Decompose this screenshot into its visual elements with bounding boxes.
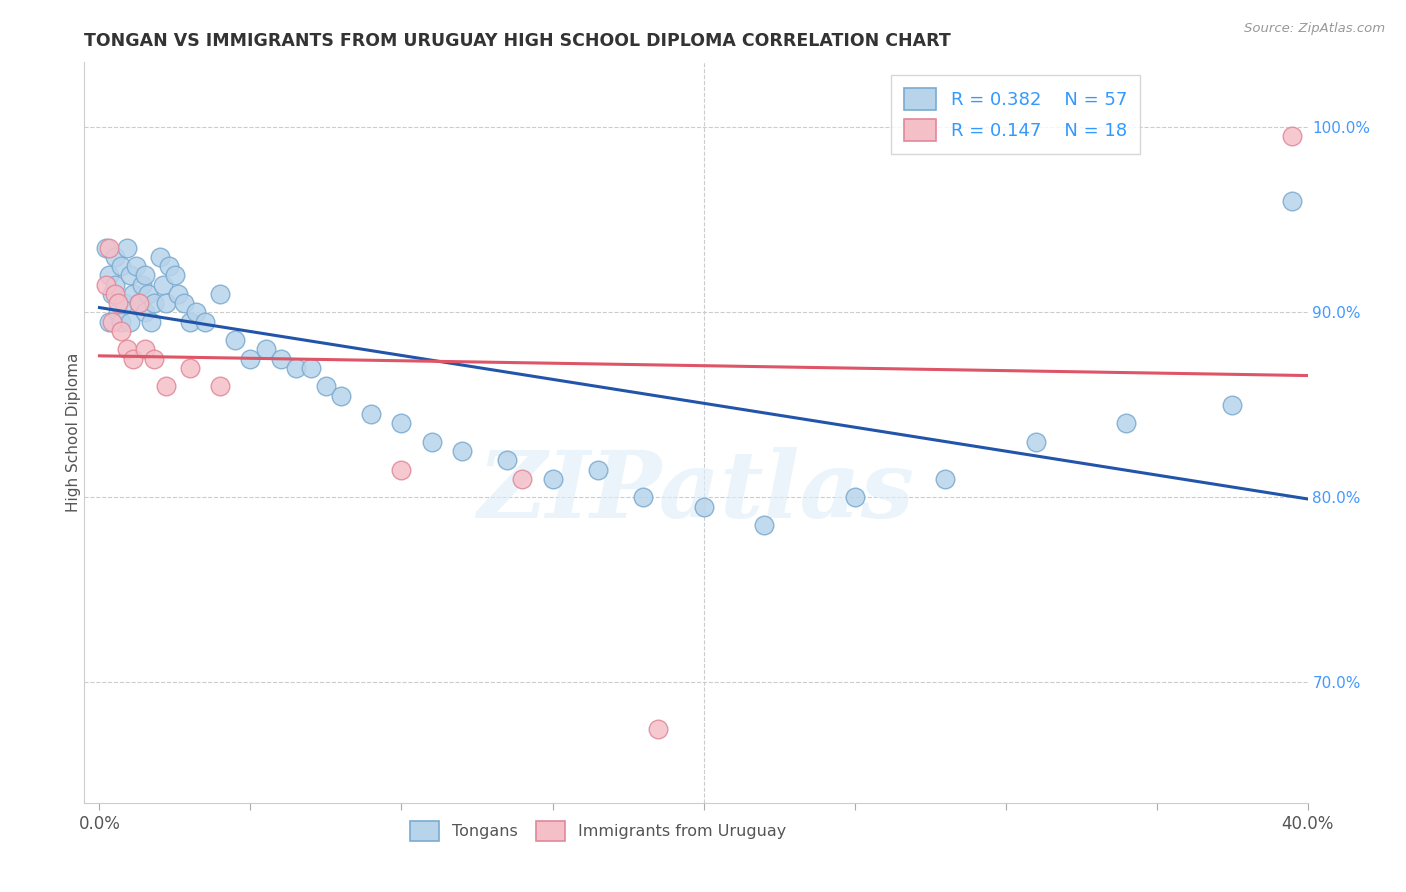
Point bbox=[934, 472, 956, 486]
Point bbox=[647, 722, 669, 736]
Legend: Tongans, Immigrants from Uruguay: Tongans, Immigrants from Uruguay bbox=[401, 812, 796, 850]
Point bbox=[134, 268, 156, 283]
Point bbox=[179, 360, 201, 375]
Point bbox=[97, 268, 120, 283]
Point bbox=[115, 240, 138, 254]
Point bbox=[131, 277, 153, 292]
Point bbox=[254, 343, 277, 357]
Point bbox=[142, 351, 165, 366]
Point bbox=[121, 286, 143, 301]
Text: ZIPatlas: ZIPatlas bbox=[478, 447, 914, 537]
Point bbox=[155, 296, 177, 310]
Point bbox=[110, 259, 132, 273]
Point bbox=[299, 360, 322, 375]
Point bbox=[194, 314, 217, 328]
Point bbox=[1281, 129, 1303, 144]
Point bbox=[112, 296, 135, 310]
Point bbox=[149, 250, 172, 264]
Point bbox=[125, 259, 148, 273]
Point bbox=[142, 296, 165, 310]
Point bbox=[631, 491, 654, 505]
Point bbox=[100, 286, 122, 301]
Point bbox=[209, 286, 232, 301]
Point bbox=[1281, 194, 1303, 209]
Point bbox=[184, 305, 207, 319]
Point bbox=[136, 286, 159, 301]
Point bbox=[103, 277, 125, 292]
Point bbox=[155, 379, 177, 393]
Point bbox=[103, 286, 125, 301]
Point bbox=[167, 286, 190, 301]
Point bbox=[152, 277, 174, 292]
Point bbox=[451, 444, 474, 458]
Point bbox=[315, 379, 337, 393]
Point bbox=[97, 240, 120, 254]
Point bbox=[1220, 398, 1243, 412]
Point bbox=[157, 259, 180, 273]
Point bbox=[224, 333, 246, 347]
Point bbox=[118, 268, 141, 283]
Point bbox=[391, 463, 413, 477]
Point bbox=[420, 434, 443, 449]
Point bbox=[239, 351, 262, 366]
Point bbox=[128, 296, 150, 310]
Point bbox=[115, 343, 138, 357]
Point bbox=[173, 296, 195, 310]
Point bbox=[128, 296, 150, 310]
Point bbox=[284, 360, 307, 375]
Point bbox=[107, 305, 129, 319]
Point bbox=[692, 500, 714, 514]
Y-axis label: High School Diploma: High School Diploma bbox=[66, 353, 80, 512]
Point bbox=[1115, 417, 1137, 431]
Text: Source: ZipAtlas.com: Source: ZipAtlas.com bbox=[1244, 22, 1385, 36]
Point bbox=[179, 314, 201, 328]
Point bbox=[134, 343, 156, 357]
Point bbox=[97, 314, 120, 328]
Point bbox=[360, 407, 382, 421]
Point bbox=[496, 453, 519, 467]
Point bbox=[510, 472, 533, 486]
Point bbox=[163, 268, 186, 283]
Point bbox=[139, 314, 162, 328]
Point bbox=[110, 314, 132, 328]
Point bbox=[330, 389, 353, 403]
Point bbox=[121, 351, 143, 366]
Point bbox=[586, 463, 609, 477]
Point bbox=[110, 324, 132, 338]
Text: TONGAN VS IMMIGRANTS FROM URUGUAY HIGH SCHOOL DIPLOMA CORRELATION CHART: TONGAN VS IMMIGRANTS FROM URUGUAY HIGH S… bbox=[84, 32, 950, 50]
Point bbox=[541, 472, 564, 486]
Point bbox=[134, 305, 156, 319]
Point bbox=[103, 250, 125, 264]
Point bbox=[391, 417, 413, 431]
Point bbox=[118, 314, 141, 328]
Point bbox=[270, 351, 292, 366]
Point bbox=[100, 314, 122, 328]
Point bbox=[1025, 434, 1047, 449]
Point bbox=[209, 379, 232, 393]
Point bbox=[94, 277, 117, 292]
Point bbox=[94, 240, 117, 254]
Point bbox=[107, 296, 129, 310]
Point bbox=[844, 491, 866, 505]
Point bbox=[752, 518, 775, 533]
